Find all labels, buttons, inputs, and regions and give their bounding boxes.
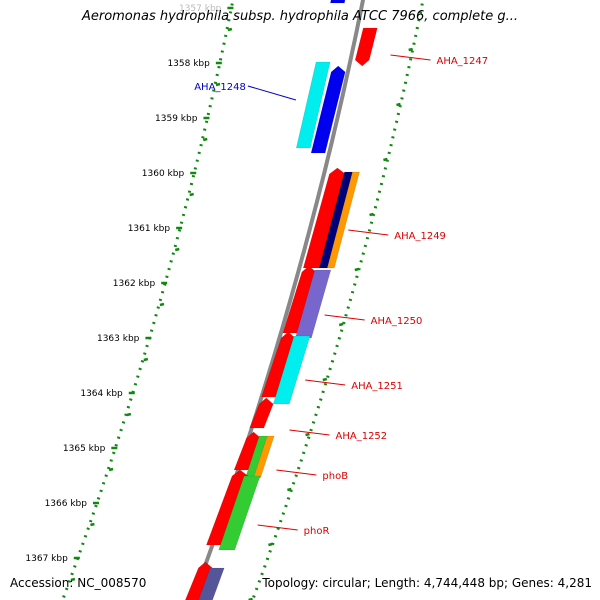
map-title: Aeromonas hydrophila subsp. hydrophila A… — [81, 9, 519, 24]
leader-line-aha-1249 — [348, 229, 389, 236]
gene-bar-cyan-aha1248 — [295, 61, 331, 149]
kbp-tick-label: 1358 kbp — [167, 59, 210, 69]
track-tick — [338, 322, 344, 327]
leader-line-phor — [257, 524, 298, 531]
kbp-tick-label: 1365 kbp — [63, 444, 106, 454]
track-tick — [287, 487, 292, 492]
gene-label-phor[interactable]: phoR — [304, 526, 330, 537]
gene-label-aha-1251[interactable]: AHA_1251 — [351, 381, 403, 392]
leader-line-aha-1248 — [247, 85, 297, 101]
track-tick — [174, 247, 180, 252]
kbp-tick-label: 1359 kbp — [155, 114, 198, 124]
kbp-tick-label: 1361 kbp — [128, 224, 171, 234]
leader-line-aha-1251 — [305, 379, 346, 386]
track-tick — [354, 267, 360, 272]
track-tick — [90, 522, 95, 527]
gene-label-aha-1249[interactable]: AHA_1249 — [394, 231, 446, 242]
gene-label-aha-1248[interactable]: AHA_1248 — [194, 82, 246, 93]
kbp-tick-label: 1367 kbp — [25, 554, 68, 564]
gene-bar-purple-aha1250 — [295, 269, 332, 339]
track-tick — [383, 157, 388, 162]
outer-dotted-track — [251, 0, 425, 600]
kbp-tick-label: 1364 kbp — [80, 389, 123, 399]
track-tick — [189, 192, 194, 197]
gene-label-aha-1252[interactable]: AHA_1252 — [336, 431, 388, 442]
track-tick — [408, 47, 413, 52]
track-tick — [215, 82, 221, 87]
topology-text: Topology: circular; Length: 4,744,448 bp… — [262, 576, 592, 590]
kbp-tick-label: 1357 kbp — [179, 4, 222, 14]
kbp-tick-label: 1362 kbp — [113, 279, 156, 289]
leader-line-aha-1247 — [390, 54, 431, 61]
gene-label-aha-1247[interactable]: AHA_1247 — [436, 56, 488, 67]
gene-bar-red-aha1247 — [354, 27, 378, 67]
gene-bar-cyan-aha1251 — [272, 335, 311, 405]
track-tick — [126, 412, 132, 417]
track-tick — [227, 27, 233, 32]
kbp-tick-label: 1360 kbp — [142, 169, 185, 179]
track-tick — [202, 137, 208, 142]
gene-bar-red-aha1252 — [249, 397, 274, 429]
gene-bar-orange-aha1249 — [326, 171, 360, 269]
leader-line-aha-1252 — [289, 429, 330, 436]
leader-line-aha-1250 — [324, 314, 365, 321]
track-tick — [143, 357, 149, 362]
track-tick — [305, 432, 310, 437]
track-tick — [396, 102, 401, 107]
track-tick — [108, 467, 114, 472]
gene-label-phob[interactable]: phoB — [322, 471, 348, 482]
track-tick — [322, 377, 328, 382]
kbp-tick-label: 1366 kbp — [45, 499, 88, 509]
track-tick — [268, 542, 273, 547]
track-tick — [159, 302, 165, 307]
accession-text: Accession: NC_008570 — [10, 576, 147, 590]
leader-line-phob — [276, 469, 317, 476]
gene-bar-orange-phob — [252, 435, 275, 479]
inner-dotted-track — [61, 0, 235, 600]
track-tick — [369, 212, 374, 217]
gene-bar-blue-aha1248 — [310, 65, 346, 154]
gene-bar-green-phor — [218, 475, 261, 551]
gene-bar-blue-top — [330, 0, 346, 4]
gene-label-aha-1250[interactable]: AHA_1250 — [371, 316, 423, 327]
gene-bar-slate-bottom — [198, 567, 225, 600]
kbp-tick-label: 1363 kbp — [97, 334, 140, 344]
track-tick — [70, 577, 76, 582]
